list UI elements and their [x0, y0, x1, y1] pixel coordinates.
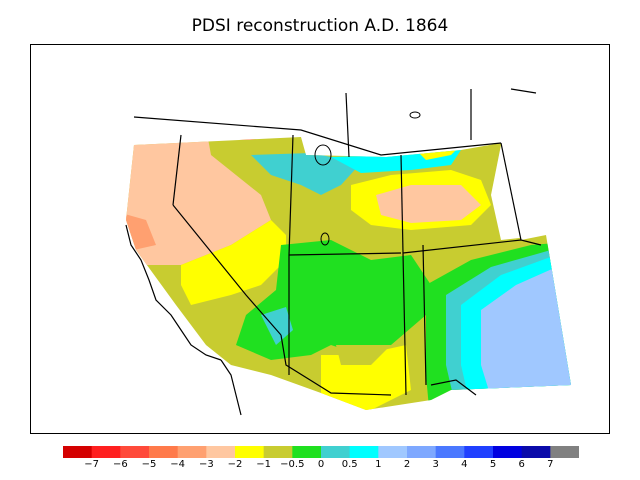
legend-swatch — [521, 446, 551, 458]
legend-tick-label: 6 — [518, 459, 525, 470]
pdsi-field — [126, 137, 571, 410]
legend-swatch — [407, 446, 437, 458]
legend-tick-label: 4 — [461, 459, 468, 470]
legend-swatch — [493, 446, 523, 458]
legend-swatch — [206, 446, 236, 458]
legend-tick-label: 5 — [489, 459, 497, 470]
legend-swatch — [349, 446, 379, 458]
pdsi-map — [125, 88, 571, 416]
color-legend: −7 −6 −5 −4 −3 −2 −1 −0.5 0 0.5 1 2 3 4 5 6 7 — [63, 446, 579, 476]
legend-tick-label: −4 — [170, 459, 186, 470]
boundaries — [133, 88, 542, 396]
legend-tick-label: −1 — [256, 459, 272, 470]
legend-swatch — [292, 446, 322, 458]
coastline — [125, 224, 242, 416]
legend-tick-label: 0 — [317, 459, 325, 470]
legend-swatch — [91, 446, 121, 458]
lakes — [314, 111, 421, 246]
legend-swatch — [149, 446, 179, 458]
legend-tick-label: 1 — [375, 459, 382, 470]
legend-swatch — [550, 446, 579, 458]
legend-tick-label: −3 — [198, 459, 214, 470]
legend-tick-label: −5 — [141, 459, 157, 470]
legend-swatch — [435, 446, 465, 458]
legend-swatch — [63, 446, 93, 458]
legend-swatch — [378, 446, 408, 458]
legend-tick-label: −2 — [227, 459, 243, 470]
legend-swatch — [177, 446, 207, 458]
legend-swatch — [464, 446, 494, 458]
legend-tick-label: 2 — [403, 459, 411, 470]
legend-swatch — [263, 446, 293, 458]
legend-tick-label: −7 — [84, 459, 100, 470]
map-title: PDSI reconstruction A.D. 1864 — [191, 16, 449, 36]
legend-tick-label: 3 — [432, 459, 439, 470]
legend-colorbar — [63, 446, 579, 458]
legend-swatch — [120, 446, 150, 458]
legend-swatch — [321, 446, 351, 458]
legend-tick-label: 0.5 — [341, 459, 358, 470]
legend-tick-label: −0.5 — [280, 459, 305, 470]
map-panel — [30, 44, 610, 434]
legend-tick-label: 7 — [547, 459, 554, 470]
legend-tick-label: −6 — [112, 459, 128, 470]
legend-swatch — [235, 446, 265, 458]
